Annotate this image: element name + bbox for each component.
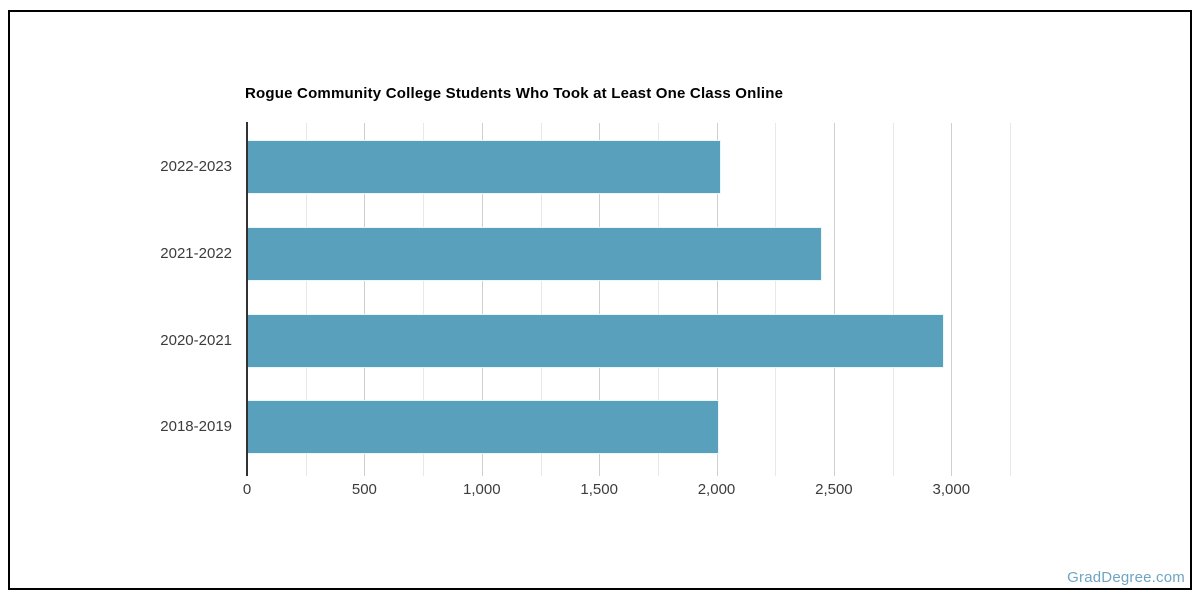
watermark-link[interactable]: GradDegree.com <box>1067 569 1185 586</box>
axis-tick <box>423 470 425 476</box>
y-axis-label: 2022-2023 <box>160 158 232 175</box>
bar-2022-2023[interactable] <box>247 140 722 194</box>
axis-tick <box>833 470 835 476</box>
axis-tick <box>716 470 718 476</box>
axis-tick <box>951 470 953 476</box>
major-gridline <box>716 123 718 470</box>
x-axis-label: 1,000 <box>463 481 501 498</box>
axis-tick <box>775 470 777 476</box>
major-gridline <box>951 123 953 470</box>
axis-tick <box>305 470 307 476</box>
bar-2021-2022[interactable] <box>247 226 823 281</box>
axis-tick <box>657 470 659 476</box>
minor-gridline <box>657 123 659 470</box>
axis-tick <box>892 470 894 476</box>
bar-2020-2021[interactable] <box>247 313 945 368</box>
axis-tick <box>540 470 542 476</box>
x-axis-label: 2,000 <box>697 481 736 498</box>
major-gridline <box>481 123 483 470</box>
major-gridline <box>364 123 366 470</box>
x-axis-label: 1,500 <box>580 481 618 498</box>
minor-gridline <box>775 123 777 470</box>
bar-2018-2019[interactable] <box>247 400 719 455</box>
axis-tick <box>364 470 366 476</box>
minor-gridline <box>892 123 894 470</box>
y-axis-label: 2020-2021 <box>160 331 232 349</box>
plot-area <box>247 123 1011 470</box>
x-axis-label: 2,500 <box>815 481 853 498</box>
minor-gridline <box>305 123 307 470</box>
y-axis-label: 2021-2022 <box>160 244 232 262</box>
x-axis-label: 500 <box>351 481 377 498</box>
axis-tick <box>1010 470 1011 476</box>
y-axis-line <box>246 122 248 471</box>
major-gridline <box>833 123 835 470</box>
axis-tick-zero <box>246 470 248 476</box>
x-axis-label: 3,000 <box>932 481 971 498</box>
y-axis-label: 2018-2019 <box>160 418 232 436</box>
minor-gridline <box>1010 123 1011 470</box>
axis-tick <box>599 470 601 476</box>
minor-gridline <box>423 123 425 470</box>
minor-gridline <box>540 123 542 470</box>
major-gridline <box>599 123 601 470</box>
x-axis-label: 0 <box>242 481 252 498</box>
axis-tick <box>481 470 483 476</box>
chart-title: Rogue Community College Students Who Too… <box>245 85 784 102</box>
